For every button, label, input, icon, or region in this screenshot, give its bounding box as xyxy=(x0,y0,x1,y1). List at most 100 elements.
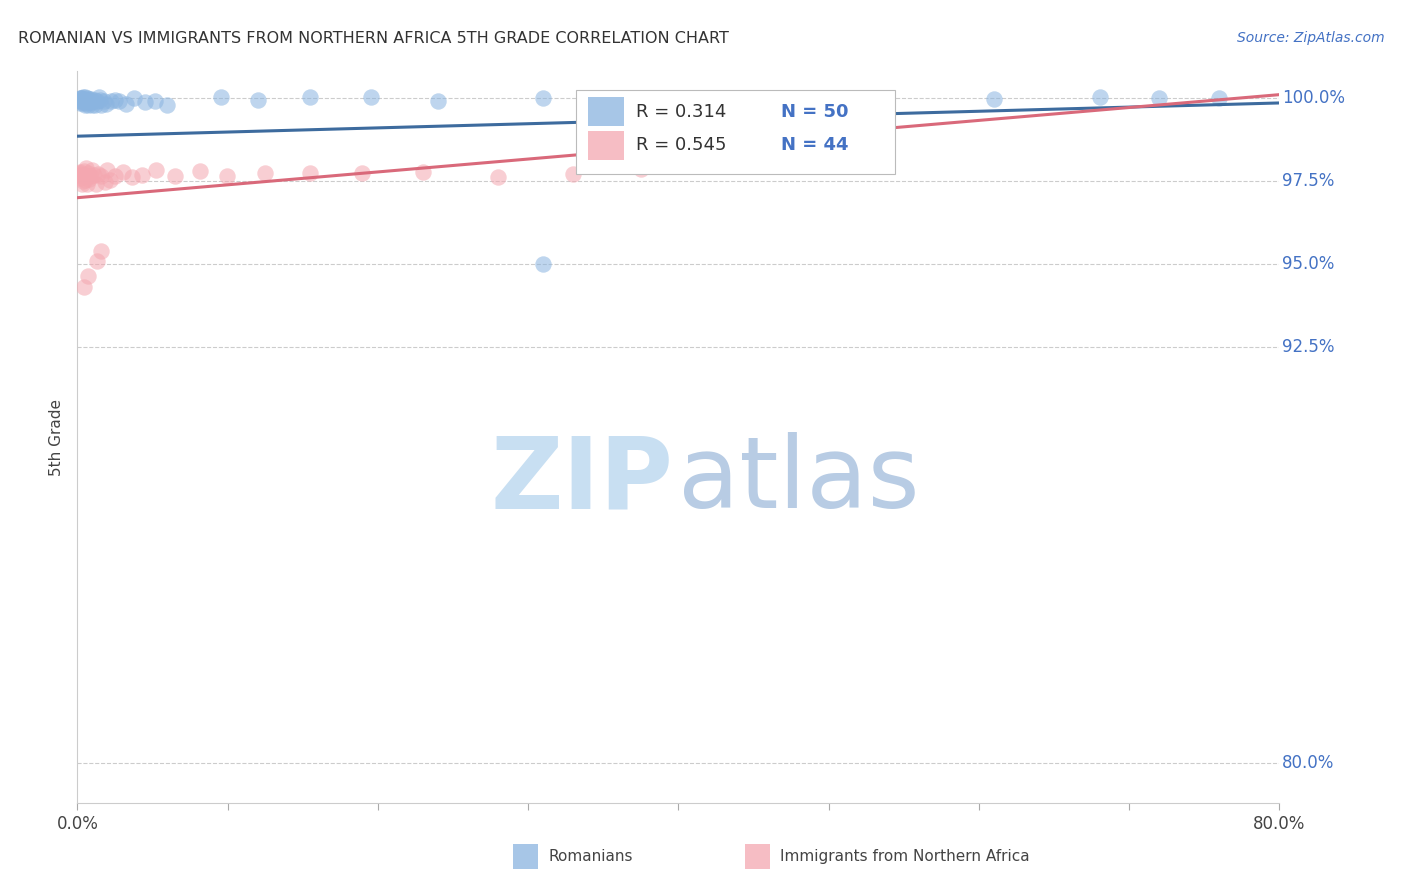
Point xyxy=(73,280,96,294)
Point xyxy=(131,168,153,182)
Point xyxy=(190,164,212,178)
Point xyxy=(76,93,98,107)
Point xyxy=(87,167,110,181)
Bar xyxy=(588,130,624,160)
Point xyxy=(486,170,509,185)
Point xyxy=(69,94,91,108)
Point xyxy=(561,167,583,181)
Point xyxy=(209,89,232,103)
Point xyxy=(76,169,98,183)
Text: N = 44: N = 44 xyxy=(780,136,848,154)
Point xyxy=(84,98,107,112)
Point xyxy=(73,98,96,112)
Text: R = 0.545: R = 0.545 xyxy=(637,136,727,154)
Point xyxy=(75,161,97,176)
Point xyxy=(84,177,107,191)
Point xyxy=(1208,91,1230,105)
Point xyxy=(100,95,122,109)
Point xyxy=(70,91,93,105)
Point xyxy=(72,95,94,110)
Point xyxy=(254,167,277,181)
Point xyxy=(90,169,112,183)
Point xyxy=(96,96,118,111)
Point xyxy=(1149,91,1171,105)
Point xyxy=(89,89,111,103)
Point xyxy=(86,253,108,268)
Point xyxy=(115,96,138,111)
Point xyxy=(298,166,321,180)
Point xyxy=(727,92,749,106)
Point xyxy=(412,165,434,179)
Point xyxy=(247,93,270,107)
Text: Source: ZipAtlas.com: Source: ZipAtlas.com xyxy=(1237,31,1385,45)
Point xyxy=(531,91,554,105)
Point xyxy=(93,94,115,108)
Point xyxy=(73,173,96,187)
Point xyxy=(217,169,239,183)
Point xyxy=(531,257,554,271)
Text: 92.5%: 92.5% xyxy=(1282,338,1334,356)
Point xyxy=(163,169,186,183)
Point xyxy=(79,95,101,110)
FancyBboxPatch shape xyxy=(576,90,894,174)
Point xyxy=(69,91,91,105)
Point xyxy=(96,163,118,178)
Point xyxy=(90,244,112,258)
Point xyxy=(630,162,652,177)
Point xyxy=(82,163,104,178)
Point xyxy=(83,93,105,107)
Point xyxy=(70,91,93,105)
Text: atlas: atlas xyxy=(678,433,920,530)
Text: 95.0%: 95.0% xyxy=(1282,255,1334,273)
Point xyxy=(80,92,103,106)
Point xyxy=(69,165,91,179)
Point xyxy=(76,177,98,191)
Point xyxy=(98,172,121,186)
Point xyxy=(80,169,103,183)
Text: Immigrants from Northern Africa: Immigrants from Northern Africa xyxy=(780,849,1031,863)
Text: N = 50: N = 50 xyxy=(780,103,848,120)
Point xyxy=(70,168,93,182)
Point xyxy=(108,94,131,108)
Text: ZIP: ZIP xyxy=(491,433,673,530)
Point xyxy=(122,90,145,104)
Text: 80.0%: 80.0% xyxy=(1282,754,1334,772)
Point xyxy=(83,168,105,182)
Point xyxy=(156,98,179,112)
Point xyxy=(70,94,93,108)
Y-axis label: 5th Grade: 5th Grade xyxy=(49,399,65,475)
Text: ROMANIAN VS IMMIGRANTS FROM NORTHERN AFRICA 5TH GRADE CORRELATION CHART: ROMANIAN VS IMMIGRANTS FROM NORTHERN AFR… xyxy=(18,31,730,46)
Point xyxy=(134,95,156,110)
Point xyxy=(77,92,100,106)
Point xyxy=(90,98,112,112)
Point xyxy=(111,165,134,179)
Point xyxy=(145,162,167,177)
Text: 100.0%: 100.0% xyxy=(1282,89,1346,107)
Point xyxy=(76,98,98,112)
Point xyxy=(1088,90,1111,104)
Point xyxy=(72,174,94,188)
Point xyxy=(75,96,97,111)
Point xyxy=(299,90,322,104)
Point xyxy=(104,93,127,107)
Point xyxy=(80,95,103,110)
Point xyxy=(93,175,115,189)
Point xyxy=(360,90,382,104)
Point xyxy=(143,95,166,109)
Point xyxy=(79,172,101,186)
Point xyxy=(70,177,93,191)
Point xyxy=(82,98,104,112)
Point xyxy=(426,94,449,108)
Point xyxy=(846,91,869,105)
Point xyxy=(104,169,127,183)
Point xyxy=(69,171,91,186)
Point xyxy=(67,166,90,180)
Point xyxy=(73,169,96,183)
Point xyxy=(983,92,1005,106)
Point xyxy=(76,268,98,283)
Point xyxy=(67,169,90,183)
Point xyxy=(75,89,97,103)
Point xyxy=(121,170,143,185)
Point xyxy=(76,91,98,105)
Point xyxy=(73,164,96,178)
